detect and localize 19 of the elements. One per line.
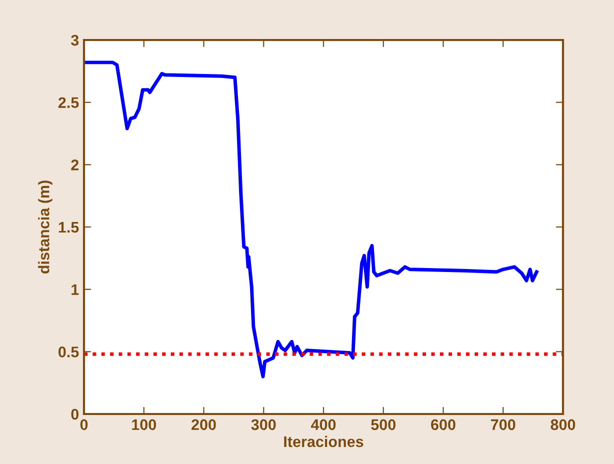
- y-tick-label: 1.5: [58, 222, 79, 233]
- line-series: [84, 60, 538, 378]
- y-tick-label: 0: [71, 408, 79, 420]
- x-tick-label: 400: [310, 419, 336, 430]
- x-tick-label: 300: [251, 419, 276, 430]
- y-tick-label: 2.5: [58, 97, 79, 108]
- x-tick-label: 700: [491, 419, 516, 430]
- x-tick-label: 500: [371, 419, 396, 430]
- y-tick-label: 2: [71, 160, 79, 170]
- x-axis-title: Iteraciones: [284, 436, 364, 448]
- y-tick-label: 1: [72, 284, 79, 295]
- x-tick-label: 600: [431, 419, 456, 430]
- x-tick-label: 0: [80, 419, 88, 430]
- y-axis-title: distancia (m): [38, 180, 52, 274]
- x-tick-label: 200: [192, 419, 216, 430]
- y-tick-label: 3: [70, 34, 79, 46]
- x-tick-label: 800: [550, 419, 576, 430]
- x-tick-label: 100: [132, 419, 156, 430]
- y-tick-label: 0.5: [58, 346, 79, 358]
